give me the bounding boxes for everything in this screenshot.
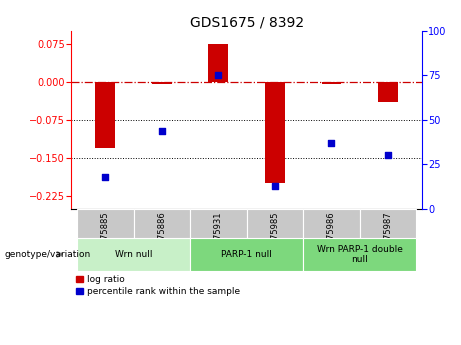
Bar — [152, 82, 172, 84]
Bar — [378, 82, 398, 102]
Text: Wrn PARP-1 double
null: Wrn PARP-1 double null — [317, 245, 402, 264]
Bar — [265, 82, 285, 183]
Text: PARP-1 null: PARP-1 null — [221, 250, 272, 259]
Bar — [190, 209, 247, 238]
Bar — [134, 209, 190, 238]
Bar — [95, 82, 115, 148]
Text: GSM75886: GSM75886 — [157, 211, 166, 257]
Text: GSM75931: GSM75931 — [214, 211, 223, 257]
Point — [215, 73, 222, 78]
Point — [158, 128, 165, 133]
Text: GSM75986: GSM75986 — [327, 211, 336, 257]
Text: GSM75885: GSM75885 — [101, 211, 110, 257]
Text: genotype/variation: genotype/variation — [5, 250, 91, 259]
Legend: log ratio, percentile rank within the sample: log ratio, percentile rank within the sa… — [76, 275, 240, 296]
Bar — [208, 44, 228, 82]
Bar — [77, 209, 134, 238]
Point — [384, 152, 391, 158]
Bar — [303, 238, 416, 271]
Bar — [303, 209, 360, 238]
Point — [328, 140, 335, 146]
Text: GSM75985: GSM75985 — [271, 211, 279, 257]
Title: GDS1675 / 8392: GDS1675 / 8392 — [189, 16, 304, 30]
Bar — [77, 238, 190, 271]
Bar — [190, 238, 303, 271]
Point — [102, 174, 109, 179]
Bar — [360, 209, 416, 238]
Bar — [247, 209, 303, 238]
Text: GSM75987: GSM75987 — [384, 211, 392, 257]
Bar — [321, 82, 341, 84]
Text: Wrn null: Wrn null — [115, 250, 153, 259]
Point — [271, 183, 278, 188]
